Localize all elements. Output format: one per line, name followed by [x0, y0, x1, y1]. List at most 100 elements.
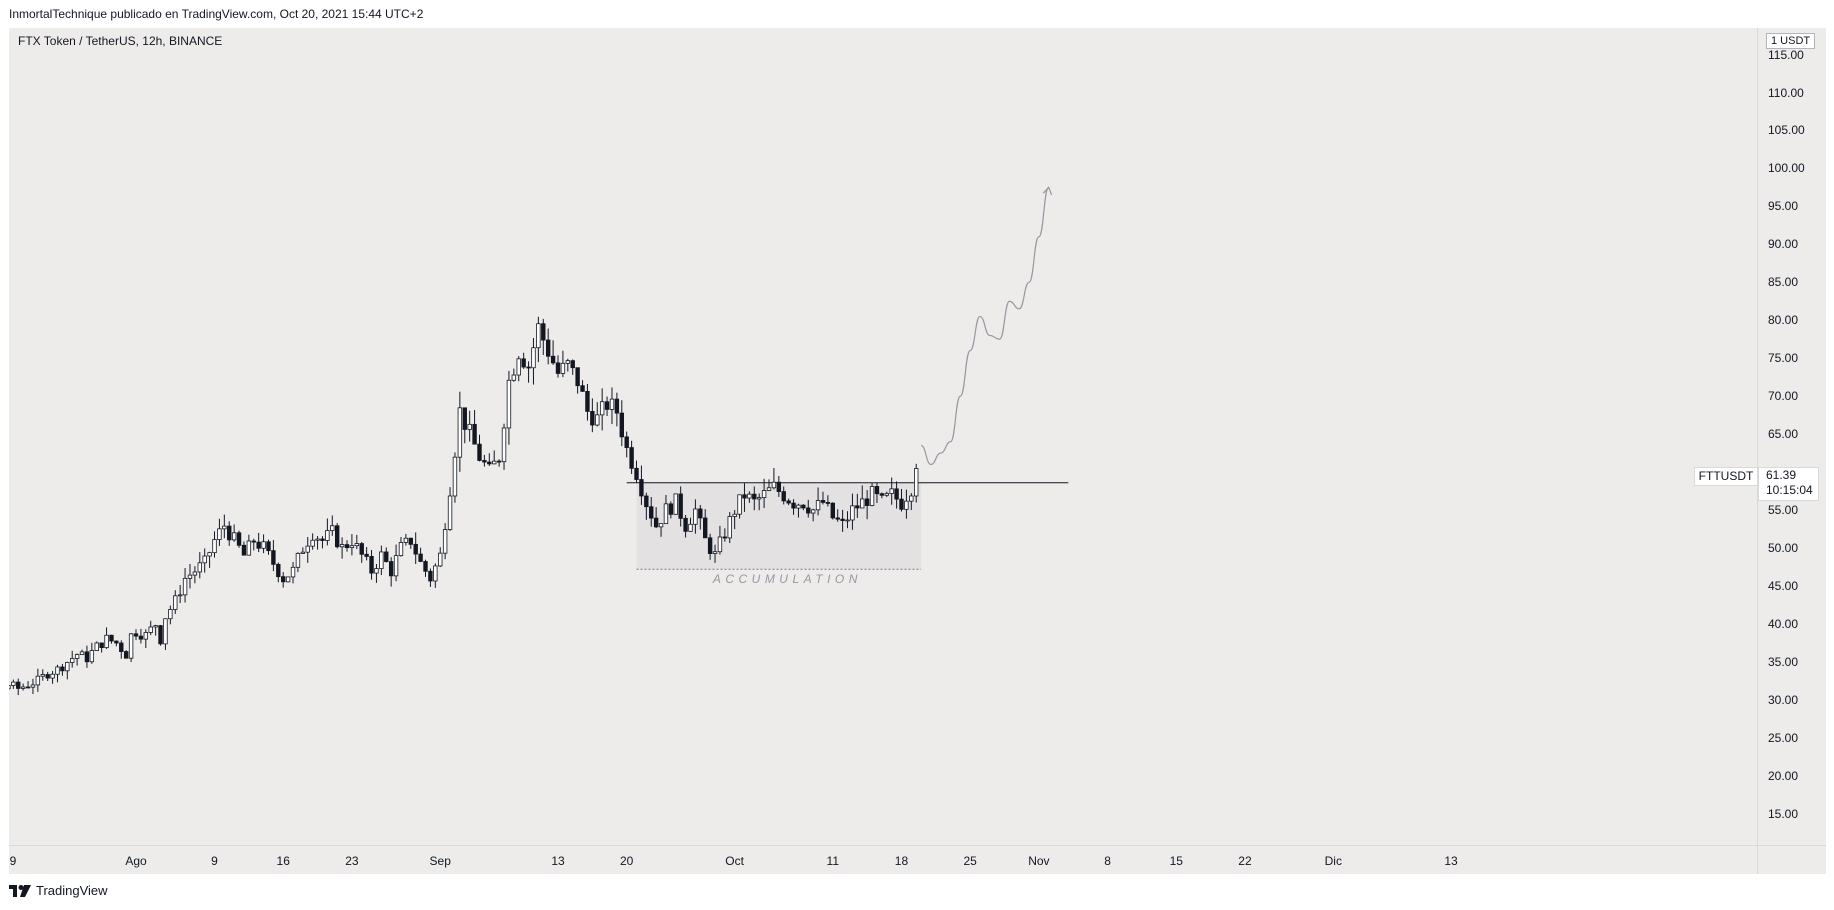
candle-down — [590, 410, 595, 426]
candle-down — [423, 561, 428, 572]
time-tick-label: 15 — [1169, 854, 1183, 868]
candle-up — [845, 519, 850, 522]
time-tick-label: Sep — [429, 854, 451, 868]
candle-down — [496, 460, 502, 463]
time-tick-label: Ago — [125, 854, 147, 868]
candle-up — [315, 538, 320, 541]
candle-up — [560, 362, 566, 374]
candle-down — [698, 508, 703, 519]
candle-up — [163, 618, 168, 645]
chart-pane[interactable]: FTX Token / TetherUS, 12h, BINANCE ACCUM… — [9, 28, 1757, 845]
time-tick-label: 23 — [345, 854, 359, 868]
candle-up — [310, 539, 315, 547]
candle-down — [276, 563, 281, 578]
candle-up — [531, 347, 536, 369]
candle-up — [192, 571, 198, 576]
candle-up — [693, 508, 698, 525]
candle-up — [658, 523, 664, 528]
candle-down — [786, 500, 791, 504]
candle-up — [187, 574, 193, 579]
candle-down — [545, 339, 551, 357]
candle-up — [732, 513, 737, 517]
candle-down — [791, 502, 796, 509]
candle-up — [442, 529, 448, 554]
price-tick-label: 70.00 — [1768, 389, 1799, 404]
currency-unit-button[interactable]: 1 USDT — [1766, 33, 1816, 49]
candle-up — [20, 686, 26, 689]
candle-up — [511, 374, 517, 381]
candle-down — [344, 544, 350, 549]
candle-up — [339, 544, 345, 548]
candle-up — [433, 565, 438, 582]
symbol-legend: FTX Token / TetherUS, 12h, BINANCE — [18, 34, 223, 48]
candle-up — [148, 626, 153, 633]
candle-down — [364, 553, 369, 557]
candle-up — [771, 481, 777, 489]
candle-down — [227, 525, 232, 541]
candle-up — [796, 504, 801, 509]
candle-down — [369, 556, 374, 574]
candle-down — [619, 412, 624, 438]
candle-down — [388, 561, 394, 577]
candle-up — [565, 360, 571, 364]
price-axis[interactable]: 1 USDT 115.00 110.00 105.00 100.00 95.00 90.0… — [1757, 28, 1826, 845]
candle-up — [904, 500, 909, 510]
time-tick-label: 8 — [1104, 854, 1111, 868]
price-tick-label: 90.00 — [1768, 237, 1799, 252]
candle-up — [202, 555, 207, 564]
candle-down — [521, 358, 526, 368]
candle-up — [712, 551, 718, 554]
candle-down — [320, 538, 325, 541]
candle-up — [688, 523, 693, 532]
candle-down — [472, 423, 477, 445]
candle-up — [153, 625, 158, 628]
candle-up — [305, 545, 310, 553]
time-tick-label: 22 — [1238, 854, 1252, 868]
accumulation-label: ACCUMULATION — [712, 572, 862, 587]
candle-up — [330, 525, 335, 531]
candle-down — [334, 525, 340, 548]
candle-up — [70, 658, 75, 663]
candle-up — [207, 552, 212, 557]
candle-down — [678, 493, 683, 519]
footer-brand[interactable]: TradingView — [9, 883, 108, 898]
candle-down — [487, 461, 492, 465]
time-tick-label: Nov — [1028, 854, 1050, 868]
candle-up — [536, 323, 541, 349]
time-tick-label: 9 — [211, 854, 218, 868]
price-plot[interactable] — [9, 28, 1757, 845]
candle-down — [634, 467, 639, 480]
time-tick-label: 13 — [551, 854, 565, 868]
candle-down — [752, 493, 757, 500]
candle-up — [354, 543, 360, 547]
price-tick-label: 105.00 — [1768, 123, 1805, 138]
candle-down — [526, 366, 531, 369]
candle-down — [649, 506, 654, 519]
candle-down — [555, 362, 561, 374]
price-tick-label: 50.00 — [1768, 540, 1799, 555]
candle-down — [653, 517, 659, 528]
ticker-price-label: FTTUSDT — [1694, 467, 1758, 486]
time-tick-label: Oct — [725, 854, 744, 868]
time-tick-label: Dic — [1324, 854, 1342, 868]
candle-down — [281, 576, 286, 583]
time-axis[interactable]: 9 Ago 9 16 23 Sep 13 20 Oct 11 18 25 Nov 8 15 22 Dic 13 — [9, 845, 1757, 874]
candle-down — [639, 479, 644, 497]
price-tick-label: 25.00 — [1768, 730, 1799, 745]
candle-down — [575, 367, 580, 387]
candle-up — [506, 379, 512, 429]
candle-up — [231, 532, 237, 541]
price-tick-label: 55.00 — [1768, 503, 1799, 518]
candle-up — [168, 609, 173, 620]
candle-up — [737, 494, 742, 515]
candle-down — [271, 550, 276, 565]
candle-down — [585, 390, 590, 412]
candle-down — [742, 494, 747, 499]
candle-up — [747, 493, 752, 499]
candle-up — [909, 495, 914, 502]
candle-up — [246, 540, 252, 556]
candle-down — [84, 651, 90, 663]
candle-up — [467, 423, 472, 430]
candle-down — [428, 570, 433, 582]
time-tick-label: 25 — [963, 854, 977, 868]
